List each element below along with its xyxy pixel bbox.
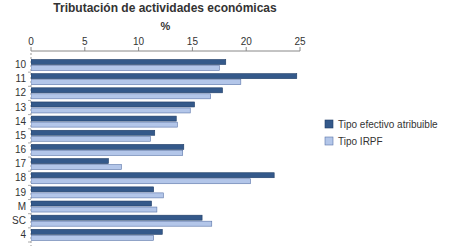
category-tick	[28, 213, 31, 214]
x-tick	[300, 47, 301, 51]
category-tick	[28, 185, 31, 186]
bar	[31, 108, 190, 113]
category-label: 14	[15, 116, 27, 127]
bar	[31, 116, 176, 121]
category-label: M	[18, 201, 26, 212]
bar	[31, 102, 195, 107]
category-tick	[28, 242, 31, 243]
category-label: 16	[15, 144, 27, 155]
bar	[31, 88, 223, 93]
category-label: SC	[12, 215, 26, 226]
chart: Tributación de actividades económicas% 0 5…	[0, 0, 450, 250]
bar	[31, 94, 211, 99]
x-tick-label: 0	[28, 36, 34, 47]
legend-swatch	[325, 120, 333, 128]
category-label: 13	[15, 102, 27, 113]
category-label: 12	[15, 87, 27, 98]
bar	[31, 80, 241, 85]
category-tick	[28, 227, 31, 228]
x-axis-label: %	[161, 20, 171, 32]
bar	[31, 193, 163, 198]
category-tick	[28, 171, 31, 172]
bar	[31, 229, 162, 234]
category-label: 19	[15, 187, 27, 198]
category-tick	[28, 100, 31, 101]
x-tick-label: 25	[294, 36, 306, 47]
bar	[31, 221, 212, 226]
bar	[31, 130, 155, 135]
category-label: 17	[15, 158, 27, 169]
bars	[31, 60, 297, 241]
bar	[31, 179, 251, 184]
category-tick	[28, 199, 31, 200]
bar	[31, 207, 157, 212]
x-tick	[246, 47, 247, 51]
category-tick	[28, 128, 31, 129]
bar	[31, 60, 226, 65]
category-label: 11	[16, 73, 27, 84]
category-tick	[28, 157, 31, 158]
category-tick	[28, 86, 31, 87]
x-tick-label: 10	[133, 36, 145, 47]
legend-swatch	[325, 137, 333, 145]
bar	[31, 165, 121, 170]
x-tick-label: 5	[82, 36, 88, 47]
bar	[31, 136, 150, 141]
x-tick	[138, 47, 139, 51]
x-tick	[84, 47, 85, 51]
legend-label: Tipo efectivo atribuible	[338, 119, 438, 130]
category-label: 18	[15, 172, 27, 183]
x-axis-line	[31, 51, 300, 52]
x-tick	[31, 47, 32, 51]
bar	[31, 235, 154, 240]
bar	[31, 66, 219, 71]
x-tick	[192, 47, 193, 51]
category-label: 4	[20, 229, 26, 240]
x-tick-label: 20	[241, 36, 253, 47]
bar	[31, 159, 108, 164]
bar	[31, 187, 154, 192]
legend-label: Tipo IRPF	[338, 136, 383, 147]
bar	[31, 173, 274, 178]
category-label: 15	[15, 130, 27, 141]
bar	[31, 74, 297, 79]
category-tick	[28, 114, 31, 115]
category-label: 10	[15, 59, 27, 70]
x-tick-label: 15	[187, 36, 199, 47]
bar	[31, 122, 177, 127]
bar	[31, 201, 152, 206]
bar	[31, 144, 184, 149]
category-tick	[28, 72, 31, 73]
bar	[31, 215, 202, 220]
bar	[31, 150, 183, 155]
title: Tributación de actividades económicas	[53, 1, 277, 15]
category-tick	[28, 142, 31, 143]
